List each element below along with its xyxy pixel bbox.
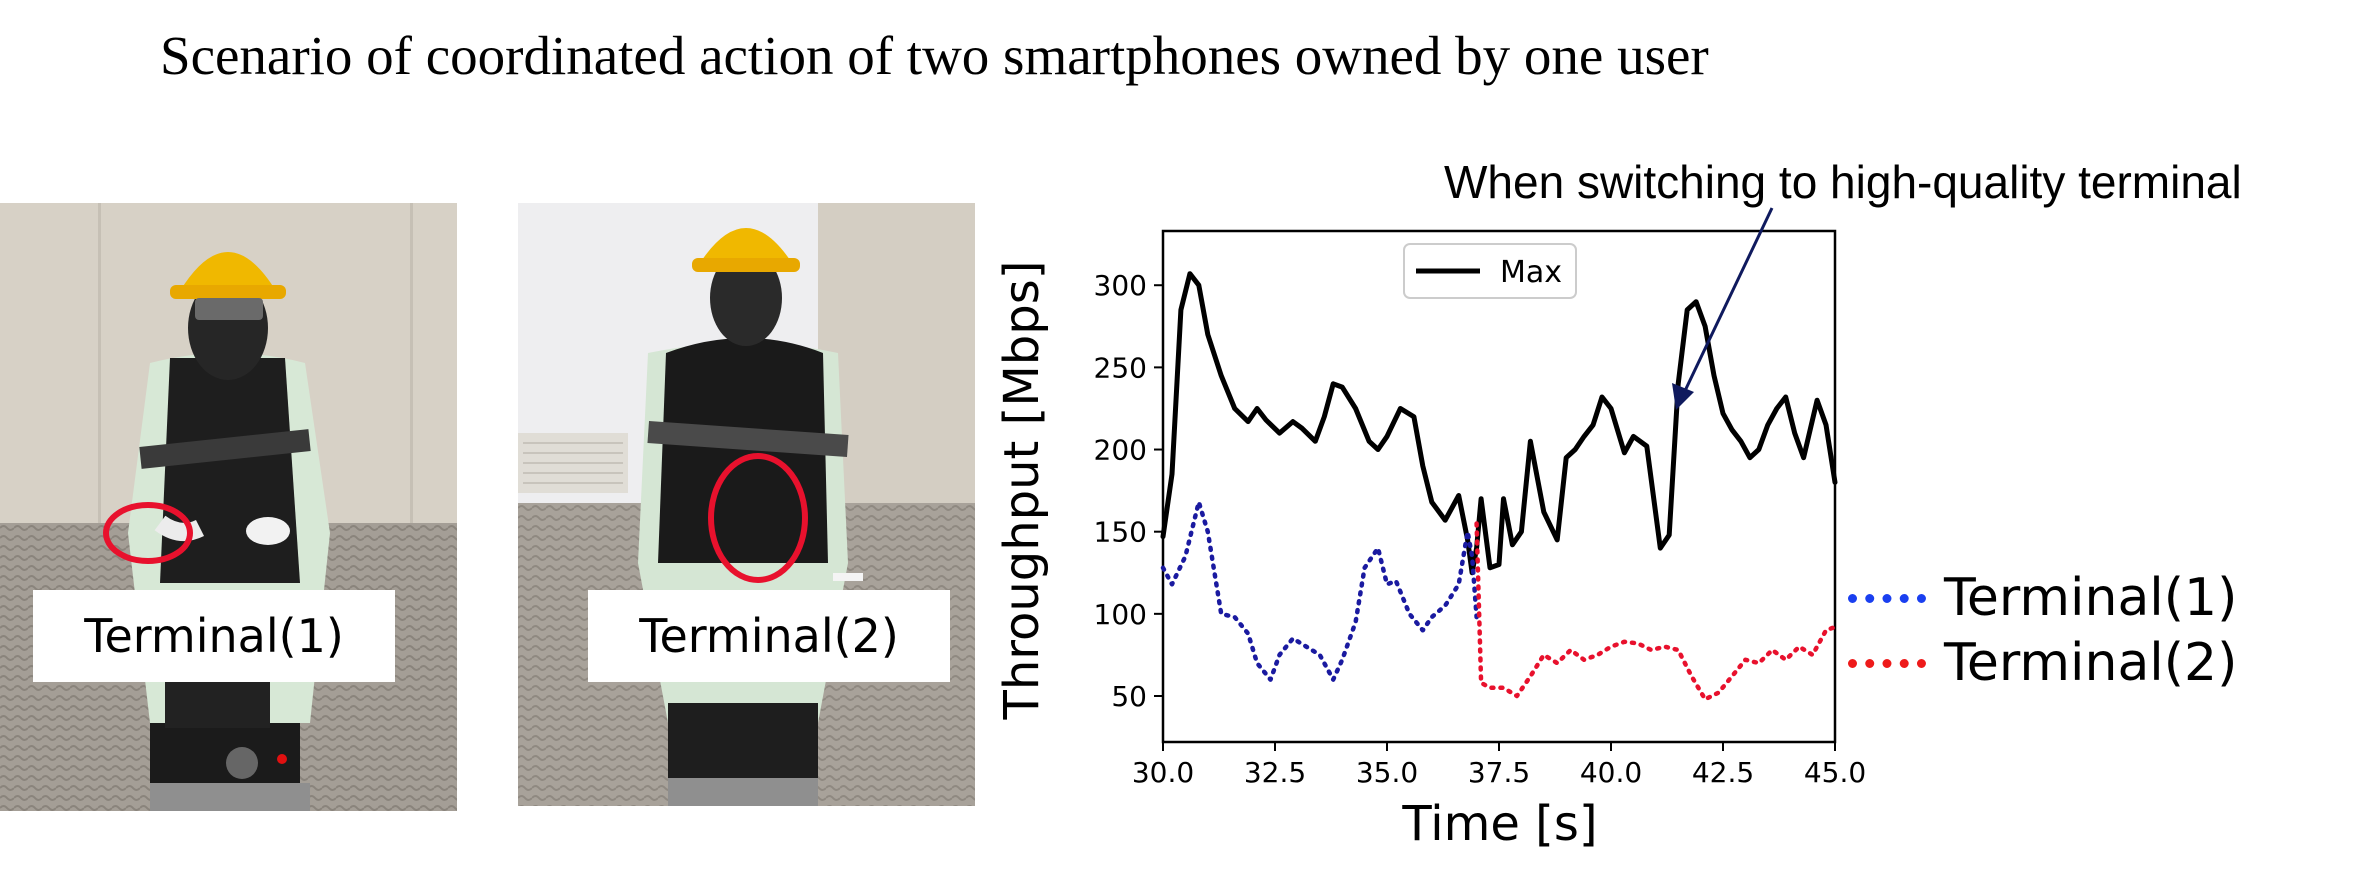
x-tick-label: 32.5 <box>1244 756 1306 789</box>
y-axis-label: Throughput [Mbps] <box>994 261 1050 721</box>
y-tick-label: 250 <box>1094 351 1147 384</box>
chart-legend: Max <box>1403 243 1577 299</box>
terminal1-photo-label: Terminal(1) <box>33 590 395 682</box>
red-dotted-line-icon <box>1848 658 1926 668</box>
y-tick-label: 150 <box>1094 516 1147 549</box>
y-tick-label: 300 <box>1094 269 1147 302</box>
annotation-arrow <box>1681 207 1774 396</box>
right-legend-terminal1-label: Terminal(1) <box>1944 568 2238 628</box>
x-tick-label: 37.5 <box>1468 756 1530 789</box>
x-tick-label: 42.5 <box>1692 756 1754 789</box>
y-tick-label: 200 <box>1094 434 1147 467</box>
y-tick-label: 50 <box>1111 680 1147 713</box>
terminal2-photo-label: Terminal(2) <box>588 590 950 682</box>
right-legend-terminal2-label: Terminal(2) <box>1944 633 2238 693</box>
switch-annotation: When switching to high-quality terminal <box>1444 156 2242 208</box>
right-legend-terminal1: Terminal(1) <box>1848 568 2237 628</box>
y-tick-label: 100 <box>1094 598 1147 631</box>
series-line-terminal2 <box>1474 521 1838 702</box>
x-tick-label: 35.0 <box>1356 756 1418 789</box>
page-title: Scenario of coordinated action of two sm… <box>160 25 1709 86</box>
right-legend-terminal2: Terminal(2) <box>1848 633 2237 693</box>
series-line-terminal1 <box>1160 499 1479 682</box>
annotation-arrowhead <box>1672 383 1694 410</box>
plot-frame <box>1161 229 1837 744</box>
x-tick-label: 30.0 <box>1132 756 1194 789</box>
series-line-max <box>1160 271 1838 576</box>
x-axis-label: Time [s] <box>1401 796 1597 852</box>
blue-dotted-line-icon <box>1848 593 1926 603</box>
x-tick-label: 45.0 <box>1804 756 1866 789</box>
x-tick-label: 40.0 <box>1580 756 1642 789</box>
legend-label-max: Max <box>1500 255 1562 290</box>
